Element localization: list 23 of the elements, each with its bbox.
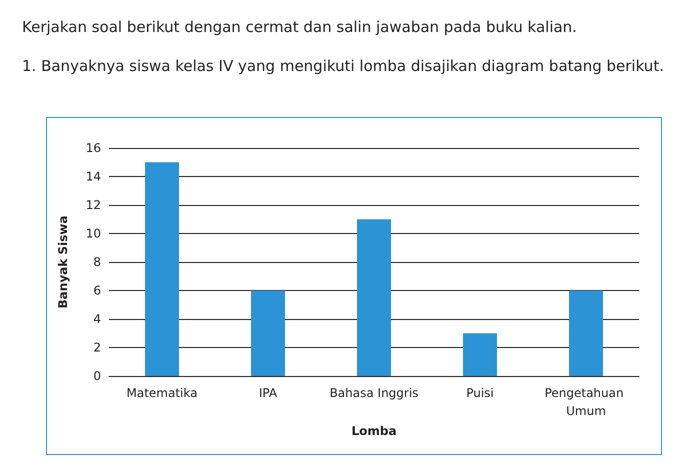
y-tick-label: 14 xyxy=(86,170,101,184)
bar xyxy=(463,333,497,376)
x-tick-label: IPA xyxy=(258,386,278,400)
x-tick-label: Bahasa Inggris xyxy=(330,386,418,400)
y-tick-label: 12 xyxy=(86,198,101,212)
y-tick-label: 16 xyxy=(86,141,101,155)
chart-title: Kerjakan soal berikut dengan cermat dan salin jawaban pada buku kalian. xyxy=(22,18,577,36)
y-tick-label: 10 xyxy=(86,226,101,240)
chart-subtitle: 1. Banyaknya siswa kelas IV yang mengikuti lomba disajikan diagram batang berikut. xyxy=(22,56,665,77)
bar xyxy=(569,290,603,376)
bar xyxy=(251,290,285,376)
y-tick-label: 8 xyxy=(93,255,101,269)
y-axis-title: Banyak Siswa xyxy=(56,216,70,308)
x-axis-title: Lomba xyxy=(351,424,397,438)
y-tick-label: 4 xyxy=(93,312,101,326)
x-tick-label: Pengetahuan Umum xyxy=(544,386,628,418)
x-tick-label: Puisi xyxy=(466,386,494,400)
y-tick-label: 0 xyxy=(93,369,101,383)
bar xyxy=(357,219,391,376)
bar xyxy=(145,162,179,376)
y-tick-label: 6 xyxy=(93,284,101,298)
x-tick-label: Matematika xyxy=(126,386,198,400)
y-tick-label: 2 xyxy=(93,340,101,354)
